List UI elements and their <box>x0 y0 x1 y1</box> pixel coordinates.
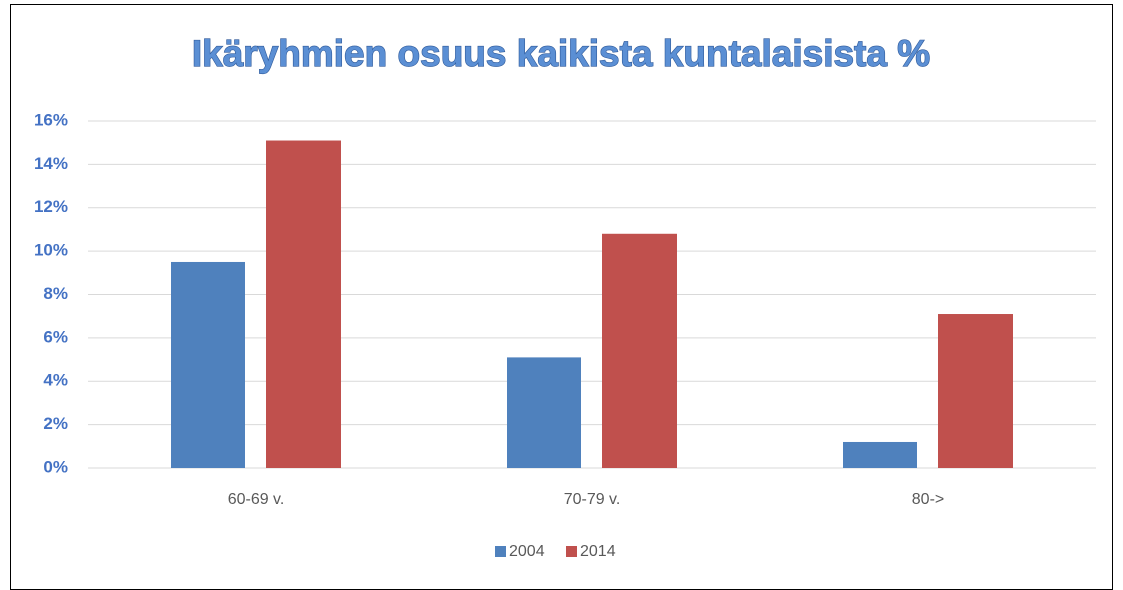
bar <box>507 357 581 468</box>
chart-title: Ikäryhmien osuus kaikista kuntalaisista … <box>192 33 930 74</box>
legend-swatch <box>495 546 506 557</box>
x-tick-label: 60-69 v. <box>228 491 285 508</box>
x-tick-label: 80-> <box>912 491 944 508</box>
y-tick-label: 2% <box>43 414 68 433</box>
bar <box>171 261 245 468</box>
x-tick-label: 70-79 v. <box>564 491 621 508</box>
bar <box>602 233 677 468</box>
y-tick-label: 8% <box>43 284 68 303</box>
y-tick-label: 6% <box>43 327 68 346</box>
y-tick-label: 0% <box>43 457 68 476</box>
y-tick-label: 10% <box>34 241 68 260</box>
y-tick-label: 16% <box>34 110 68 129</box>
legend-swatch <box>566 546 577 557</box>
y-tick-label: 12% <box>34 197 68 216</box>
legend-label: 2014 <box>580 543 616 560</box>
y-tick-label: 4% <box>43 371 68 390</box>
bar <box>843 441 917 468</box>
y-tick-label: 14% <box>34 154 68 173</box>
bar <box>266 140 341 469</box>
legend-label: 2004 <box>509 543 545 560</box>
bar <box>938 314 1013 468</box>
